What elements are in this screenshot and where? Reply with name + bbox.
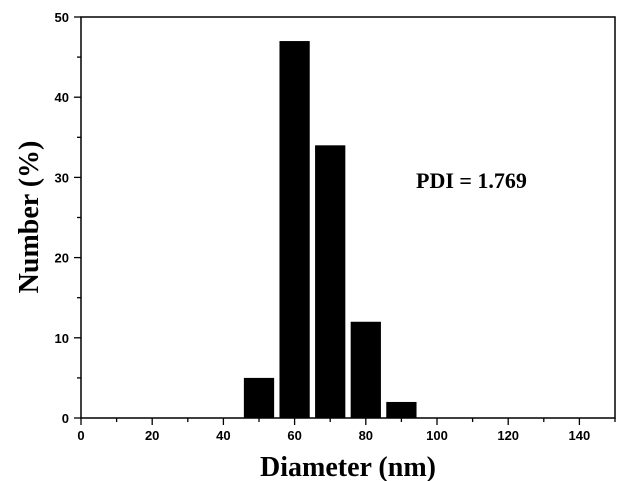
histogram-bar	[315, 145, 346, 418]
x-axis-title: Diameter (nm)	[260, 452, 436, 481]
histogram-bar	[386, 401, 417, 418]
x-tick-label: 40	[216, 428, 230, 443]
y-tick-label: 30	[55, 170, 69, 185]
plot-frame	[80, 16, 616, 419]
x-axis: 0 20 40 60 80 100 120 140	[77, 418, 616, 443]
x-tick-label: 80	[359, 428, 373, 443]
histogram-bar	[350, 321, 381, 418]
pdi-annotation: PDI = 1.769	[416, 168, 527, 193]
histogram-bar	[279, 41, 310, 419]
x-tick-label: 20	[145, 428, 159, 443]
y-tick-label: 50	[55, 10, 69, 25]
x-tick-label: 120	[497, 428, 519, 443]
histogram-bar	[243, 377, 275, 418]
x-tick-label: 60	[287, 428, 301, 443]
y-tick-label: 20	[55, 251, 69, 266]
x-tick-label: 140	[569, 428, 591, 443]
y-tick-label: 40	[55, 90, 69, 105]
x-tick-label: 0	[77, 428, 84, 443]
y-tick-label: 0	[62, 411, 69, 426]
y-axis-title: Number (%)	[14, 141, 45, 294]
y-axis: 0 10 20 30 40 50	[55, 10, 81, 426]
bars-group	[243, 41, 417, 419]
x-tick-label: 100	[426, 428, 448, 443]
y-tick-label: 10	[55, 331, 69, 346]
